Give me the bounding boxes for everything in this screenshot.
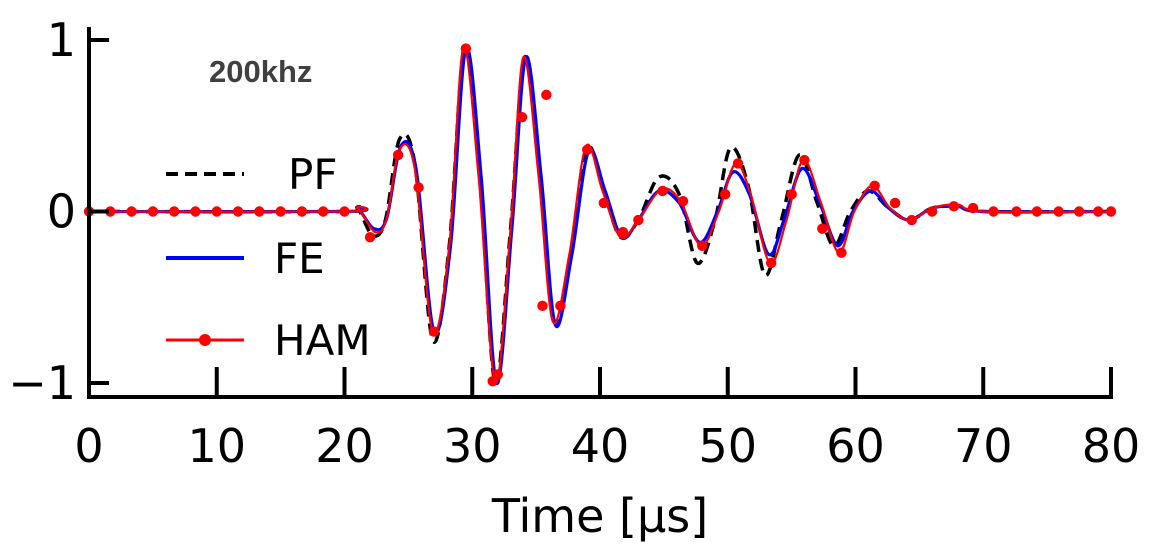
series-marker-ham <box>765 257 777 269</box>
series-line-fe <box>88 45 1112 385</box>
series-marker-ham <box>460 43 472 54</box>
series-marker-ham <box>317 206 329 217</box>
series-marker-ham <box>799 154 810 166</box>
series-marker-ham <box>836 247 847 258</box>
x-axis-title: Time [μs] <box>491 489 708 543</box>
series-marker-ham <box>967 202 979 214</box>
ticks: 0 10 20 30 40 50 60 70 80 −1 0 1 <box>8 13 1140 473</box>
series-marker-ham <box>492 369 503 380</box>
series-marker-ham <box>926 206 938 217</box>
series-marker-ham <box>147 206 159 217</box>
series-marker-ham <box>364 232 376 243</box>
series-marker-ham <box>677 196 689 207</box>
series-marker-ham <box>169 206 180 217</box>
series-marker-ham <box>275 206 286 217</box>
series-marker-ham <box>906 214 917 226</box>
frequency-annotation: 200khz <box>209 54 312 89</box>
series-marker-ham <box>1011 206 1022 217</box>
y-tick-label: 0 <box>47 185 76 239</box>
series-marker-ham <box>1053 206 1064 217</box>
x-tick-label: 0 <box>74 419 103 473</box>
series-marker-ham <box>1031 206 1043 217</box>
series-marker-ham <box>413 182 424 193</box>
series-marker-ham <box>537 300 548 312</box>
series-marker-ham <box>392 149 404 161</box>
series-marker-ham <box>817 223 828 234</box>
series-marker-ham <box>541 89 552 101</box>
legend: PF FE HAM <box>166 150 371 365</box>
series-marker-ham <box>516 111 528 123</box>
x-tick-label: 60 <box>826 419 885 473</box>
series-marker-ham <box>719 189 731 200</box>
series-marker-ham <box>1093 206 1104 217</box>
series-marker-ham <box>296 206 308 217</box>
series-marker-ham <box>633 214 644 226</box>
series-marker-ham <box>617 226 629 238</box>
series-marker-ham <box>126 206 137 217</box>
series-marker-ham <box>889 197 901 209</box>
x-tick-label: 70 <box>954 419 1013 473</box>
series-marker-ham <box>869 180 880 191</box>
series-marker-ham <box>786 189 797 200</box>
legend-marker-ham <box>199 334 211 346</box>
series-marker-ham <box>988 206 999 217</box>
series-marker-ham <box>948 201 960 212</box>
series-marker-ham <box>598 197 610 209</box>
series-marker-ham <box>211 206 222 217</box>
series-marker-ham <box>555 300 566 312</box>
x-tick-label: 30 <box>443 419 502 473</box>
series-line-pf <box>88 42 1112 385</box>
plot-area <box>83 42 1117 387</box>
x-tick-label: 20 <box>315 419 374 473</box>
series-marker-ham <box>657 185 668 197</box>
x-tick-label: 50 <box>698 419 757 473</box>
series-line-ham <box>88 46 1112 385</box>
x-tick-label: 10 <box>187 419 246 473</box>
series-marker-ham <box>1073 206 1085 217</box>
legend-label-ham: HAM <box>274 316 371 365</box>
series-marker-ham <box>428 326 440 337</box>
series-marker-ham <box>232 206 244 217</box>
series-marker-ham <box>697 240 708 251</box>
x-tick-label: 40 <box>571 419 630 473</box>
y-tick-label: −1 <box>8 356 76 410</box>
series-marker-ham <box>339 206 350 217</box>
legend-label-fe: FE <box>274 234 325 283</box>
y-tick-label: 1 <box>47 13 76 67</box>
series-marker-ham <box>105 206 116 217</box>
series-marker-ham <box>582 144 593 155</box>
series-marker-ham <box>190 206 201 217</box>
legend-label-pf: PF <box>288 150 338 199</box>
x-tick-label: 80 <box>1082 419 1141 473</box>
series-marker-ham <box>254 206 265 217</box>
series-marker-ham <box>1105 206 1117 217</box>
series-marker-ham <box>732 158 744 169</box>
